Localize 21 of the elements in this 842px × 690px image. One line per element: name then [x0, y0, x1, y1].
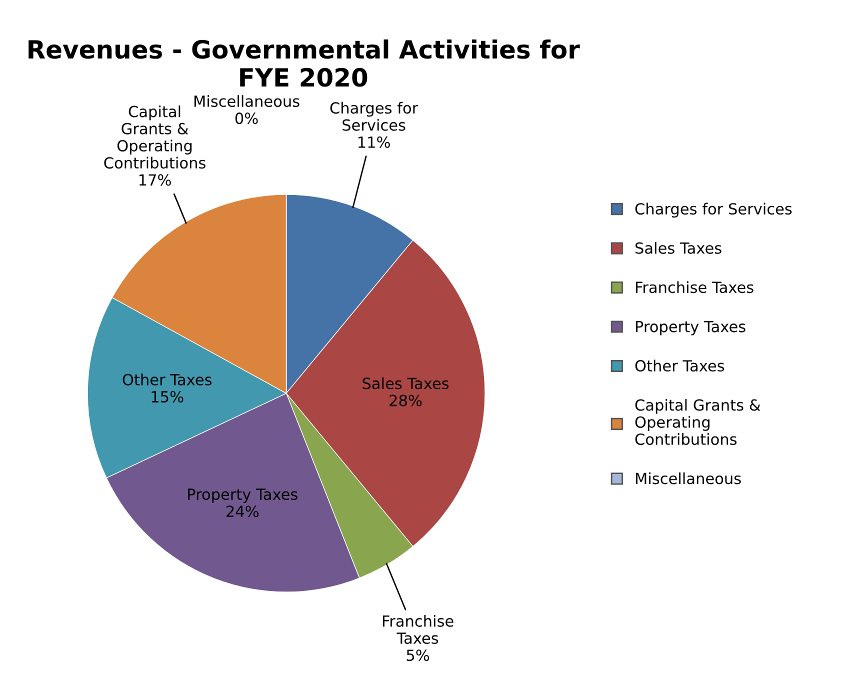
legend-label: Property Taxes: [636, 320, 746, 336]
legend-label: Charges for Services: [635, 202, 792, 218]
text: 0%: [235, 112, 258, 124]
data-label: 5%: [406, 649, 430, 662]
legend-label: Sales Taxes: [635, 242, 722, 254]
legend-label: Capital Grants & Operating Contributions: [635, 398, 760, 445]
chart-title: Revenues - Governmental Activities for FYE 2020: [28, 39, 580, 87]
data-label: 17%: [139, 174, 171, 186]
category-label: Miscellaneous: [194, 95, 300, 107]
slice-label: Sales Taxes: [362, 377, 449, 390]
data-label: 15%: [152, 390, 184, 403]
data-label: 28%: [390, 394, 422, 406]
legend-label: Miscellaneous: [636, 472, 741, 484]
data-label: 11%: [358, 136, 390, 148]
slice-label: Property Taxes: [188, 488, 298, 503]
legend-label: Franchise Taxes: [636, 281, 754, 294]
slice-label: Franchise Taxes: [382, 615, 454, 644]
slice-label: Other Taxes: [122, 374, 212, 386]
slice-label: Charges for Services: [330, 102, 418, 131]
data-label: 24%: [226, 506, 259, 518]
legend-label: Other Taxes: [635, 360, 724, 372]
